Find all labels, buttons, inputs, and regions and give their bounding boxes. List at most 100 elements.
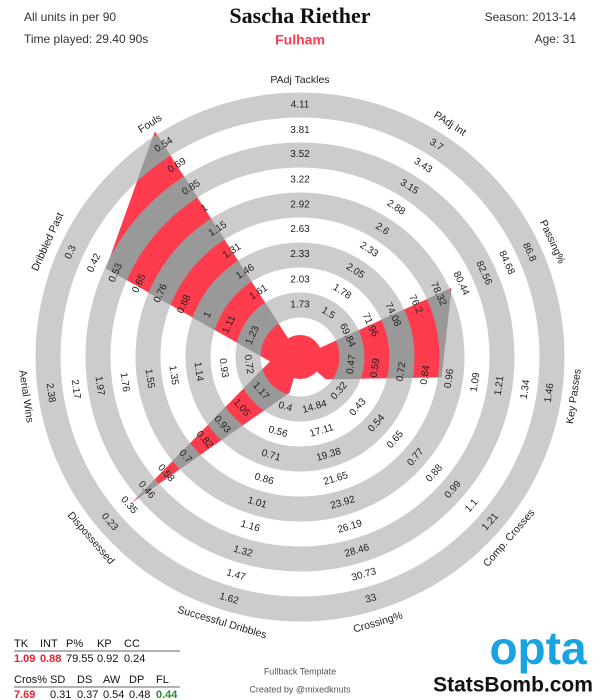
tick-label: 1.01	[246, 495, 268, 511]
tick-label: 0.43	[348, 396, 369, 418]
tick-label: 0.96	[443, 368, 457, 389]
ring-band	[135, 192, 465, 522]
table-header: CC	[124, 638, 140, 650]
tick-label: 1.1	[463, 497, 481, 515]
radar: 1.73 2.03 2.33 2.63 2.92 3.22 3.52 3.81 4.11 PAdj…	[16, 74, 584, 642]
table-value: 0.44	[156, 689, 178, 700]
axis-label: PAdj Tackles	[270, 74, 329, 86]
tick-label: 0.93	[217, 358, 231, 379]
table-header: DS	[77, 674, 92, 686]
tick-label: 2.17	[69, 379, 83, 400]
season: Season: 2013-14	[485, 10, 577, 24]
table-value: 79.55	[66, 653, 94, 665]
tick-label: 1.73	[290, 300, 310, 311]
tick-label: 1.16	[239, 519, 261, 535]
tick-label: 0.3	[63, 243, 79, 261]
tick-label: 0.42	[85, 252, 103, 275]
tick-label: 26.19	[336, 518, 364, 536]
chart-title: Sascha Riether	[229, 3, 370, 28]
tick-label: 1.62	[218, 591, 240, 607]
table-value: 0.37	[77, 689, 98, 700]
tick-label: 1.46	[543, 382, 557, 403]
tick-label: 0.86	[253, 471, 275, 487]
tick-label: 1.76	[118, 372, 132, 393]
table-header: P%	[66, 638, 83, 650]
ring-band	[35, 92, 565, 622]
tick-label: 3.81	[290, 125, 310, 136]
tick-label: 0.71	[260, 448, 282, 464]
table-value: 1.09	[14, 653, 35, 665]
tick-label: 1.78	[331, 282, 354, 302]
ring-band	[85, 142, 515, 572]
tick-label: 2.63	[290, 224, 310, 235]
tick-label: 1.21	[493, 375, 507, 396]
tick-label: 0.65	[385, 428, 406, 450]
tick-label: 80.44	[451, 270, 472, 298]
tick-label: 1.55	[143, 368, 157, 389]
table-value: 7.69	[14, 689, 35, 700]
tick-label: 1	[202, 310, 214, 320]
tick-label: 21.65	[322, 470, 350, 488]
tick-label: 2.38	[44, 382, 58, 403]
logo: opta	[489, 622, 587, 674]
tick-label: 2.88	[385, 198, 408, 218]
tick-label: 1.32	[232, 544, 254, 560]
radar-area	[105, 131, 452, 503]
age: Age: 31	[535, 32, 577, 46]
tick-label: 0.35	[118, 494, 139, 516]
tick-label: 0.88	[424, 462, 445, 484]
tick-label: 2.03	[290, 274, 310, 285]
table-header: DP	[129, 674, 144, 686]
table-value: 0.24	[124, 653, 145, 665]
tick-label: 1.47	[225, 567, 247, 583]
tick-label: 0.84	[419, 364, 433, 385]
tick-label: 84.68	[496, 249, 517, 277]
tick-label: 0.47	[345, 354, 359, 375]
tick-label: 0.4	[277, 400, 294, 415]
tick-label: 1	[199, 202, 210, 214]
table-header: FL	[156, 674, 169, 686]
units-note: All units in per 90	[24, 10, 116, 24]
tick-label: 3.43	[412, 156, 435, 176]
tick-label: 1.14	[191, 361, 205, 382]
table-value: 0.54	[103, 689, 124, 700]
tick-label: 33	[364, 592, 378, 606]
tick-label: 3.52	[290, 149, 310, 160]
table-value: 0.31	[50, 689, 71, 700]
credit: Created by @mixedknuts	[249, 684, 351, 694]
table-value: 0.92	[97, 653, 118, 665]
template-note: Fullback Template	[264, 666, 336, 676]
chart-subtitle: Fulham	[275, 32, 325, 48]
axis-label: Aerial Wins	[16, 369, 35, 423]
table-header: SD	[50, 674, 65, 686]
table-value: 0.48	[129, 689, 150, 700]
tick-label: 2.33	[358, 240, 381, 260]
tick-label: 0.56	[267, 424, 289, 440]
table-value: 0.88	[40, 653, 61, 665]
tick-label: 0.72	[242, 354, 256, 375]
site: StatsBomb.com	[433, 674, 593, 697]
tick-label: 0.72	[395, 361, 409, 382]
tick-label: 1.35	[166, 365, 180, 386]
tick-label: 2.92	[290, 200, 310, 211]
tick-label: 1.97	[92, 375, 106, 396]
center-dot	[278, 335, 322, 379]
tick-label: 30.73	[350, 566, 378, 584]
table-header: TK	[14, 638, 29, 650]
tick-label: 4.11	[291, 100, 310, 111]
table-header: Cros%	[14, 674, 47, 686]
time-played: Time played: 29.40 90s	[24, 32, 148, 46]
tick-label: 1.34	[519, 379, 533, 400]
tick-label: 0.59	[369, 357, 383, 378]
tick-label: 2.33	[290, 249, 310, 260]
axis-label: Key Passes	[564, 368, 584, 425]
tick-label: 1.09	[469, 371, 483, 392]
axis-label: Fouls	[136, 112, 164, 136]
table-header: AW	[103, 674, 121, 686]
tick-label: 17.11	[309, 422, 336, 440]
table-header: INT	[40, 638, 58, 650]
tick-label: 3.22	[290, 174, 310, 185]
table-header: KP	[97, 638, 112, 650]
